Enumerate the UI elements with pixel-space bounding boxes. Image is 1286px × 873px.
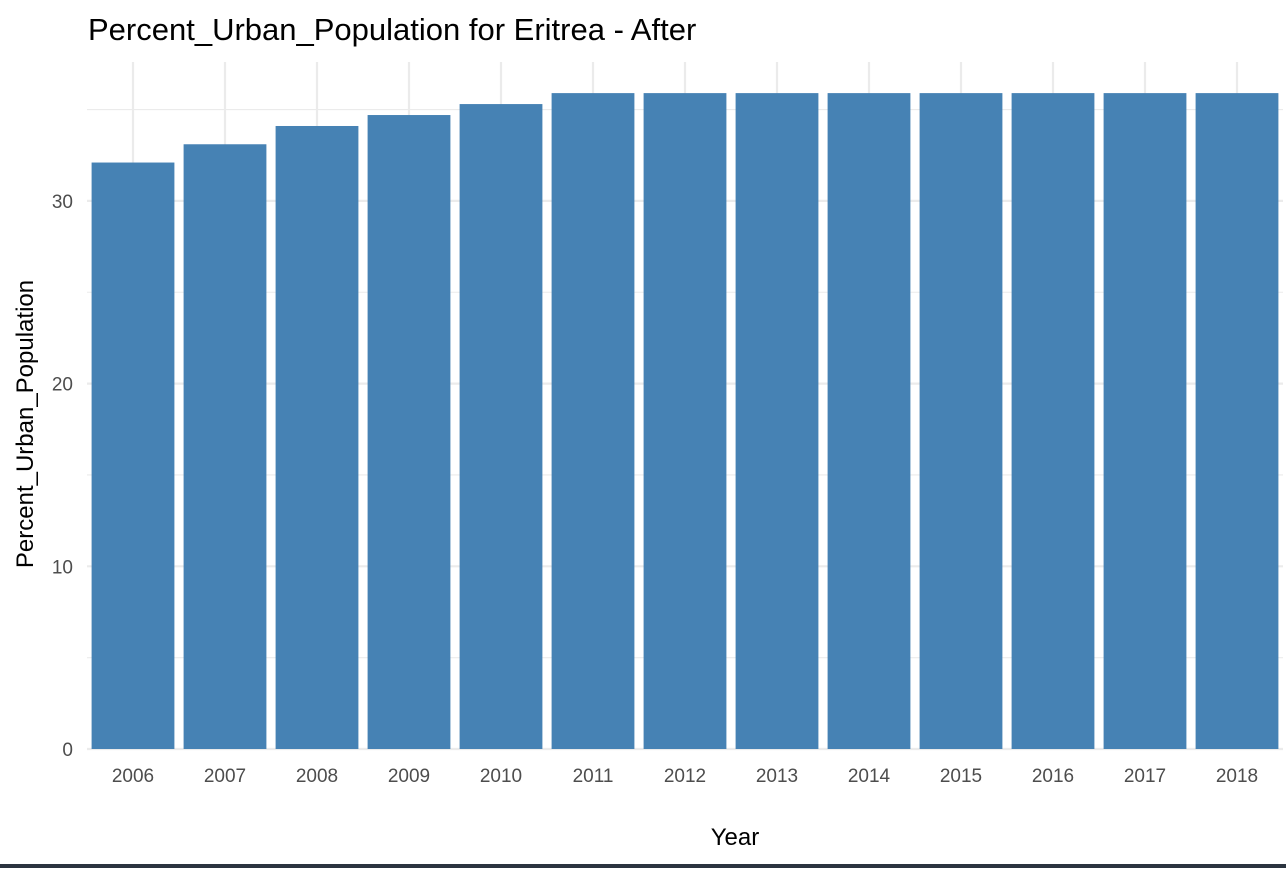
bar-2016 (1011, 93, 1095, 750)
x-tick-label: 2014 (848, 766, 891, 787)
y-tick-label: 0 (62, 740, 73, 761)
x-tick-label: 2008 (296, 766, 338, 787)
bar-2008 (275, 125, 359, 750)
bar-2014 (827, 93, 911, 750)
bar-2007 (183, 144, 267, 749)
x-tick-label: 2012 (664, 766, 706, 787)
x-tick-labels: 2006 2007 2008 2009 2010 2011 2012 2013 2014 2015… (112, 766, 1258, 787)
y-tick-label: 10 (52, 557, 73, 578)
y-tick-labels: 0 10 20 30 (52, 192, 73, 761)
bar-2018 (1195, 93, 1279, 750)
x-axis-title: Year (711, 824, 760, 851)
bar-2013 (735, 93, 819, 750)
bar-2009 (367, 115, 451, 749)
bars (91, 93, 1279, 750)
x-tick-label: 2010 (480, 766, 522, 787)
bar-2017 (1103, 93, 1187, 750)
bar-2015 (919, 93, 1003, 750)
y-tick-label: 20 (52, 375, 73, 396)
x-tick-label: 2018 (1216, 766, 1258, 787)
bar-2011 (551, 93, 635, 750)
x-tick-label: 2013 (756, 766, 798, 787)
bar-2006 (91, 162, 175, 749)
chart-title: Percent_Urban_Population for Eritrea - A… (88, 12, 696, 47)
x-tick-label: 2007 (204, 766, 246, 787)
x-tick-label: 2016 (1032, 766, 1074, 787)
y-axis-title: Percent_Urban_Population (12, 280, 39, 568)
x-tick-label: 2017 (1124, 766, 1166, 787)
x-tick-label: 2011 (573, 766, 614, 787)
x-tick-label: 2009 (388, 766, 430, 787)
window-bottom-border (0, 864, 1286, 868)
x-tick-label: 2006 (112, 766, 154, 787)
bar-2010 (459, 104, 543, 750)
bar-2012 (643, 93, 727, 750)
y-tick-label: 30 (52, 192, 73, 213)
x-tick-label: 2015 (940, 766, 982, 787)
